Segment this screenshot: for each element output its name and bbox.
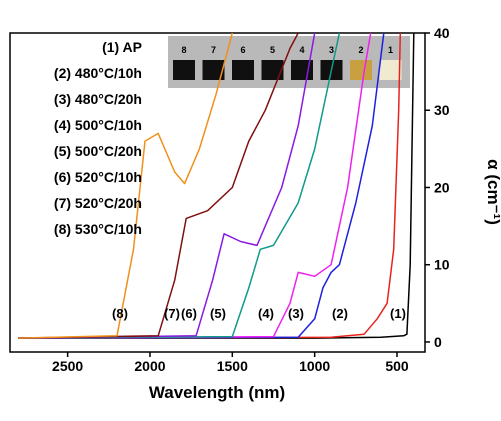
y-tick-label: 10 xyxy=(434,257,450,273)
legend-label: (5) 500°C/20h xyxy=(54,143,142,159)
plot-frame xyxy=(9,32,426,353)
inset-photo: 8 7 6 5 4 3 2 1 xyxy=(168,36,410,88)
legend-label: (3) 480°C/20h xyxy=(54,91,142,107)
series-line xyxy=(18,33,372,339)
inset-sample xyxy=(173,60,195,80)
x-tick-label: 1000 xyxy=(299,358,330,374)
legend-label: (8) 530°C/10h xyxy=(54,221,142,237)
inset-label: 8 xyxy=(181,45,186,55)
y-tick-label: 0 xyxy=(434,334,442,350)
inset-label: 6 xyxy=(240,45,245,55)
curve-label: (1) xyxy=(390,306,406,321)
curve-label: (3) xyxy=(288,306,304,321)
inset-label: 4 xyxy=(299,45,304,55)
inset-label: 5 xyxy=(270,45,275,55)
x-tick-label: 2500 xyxy=(52,358,83,374)
curve-label: (5) xyxy=(210,306,226,321)
series-line xyxy=(18,33,341,339)
series-line xyxy=(18,33,234,339)
series-line xyxy=(18,33,402,339)
legend-label: (1) AP xyxy=(102,39,142,55)
y-tick-label: 30 xyxy=(434,102,450,118)
curve-label: (4) xyxy=(258,306,274,321)
legend-label: (4) 500°C/10h xyxy=(54,117,142,133)
inset-label: 3 xyxy=(329,45,334,55)
inset-sample xyxy=(232,60,254,80)
y-axis-title: α (cm⁻¹) xyxy=(484,159,501,225)
legend-label: (6) 520°C/10h xyxy=(54,169,142,185)
curve-label: (8) xyxy=(112,306,128,321)
inset-sample xyxy=(350,60,372,80)
x-tick-label: 2000 xyxy=(134,358,165,374)
inset-label: 1 xyxy=(388,45,393,55)
series-line xyxy=(18,33,316,339)
curve-label: (7) xyxy=(164,306,180,321)
x-axis-title: Wavelength (nm) xyxy=(149,383,285,402)
y-tick-label: 20 xyxy=(434,179,450,195)
x-tick-label: 1500 xyxy=(217,358,248,374)
curve-label: (6) xyxy=(181,306,197,321)
legend-label: (2) 480°C/10h xyxy=(54,65,142,81)
inset-sample xyxy=(379,60,402,80)
y-tick-label: 40 xyxy=(434,25,450,41)
series-line xyxy=(18,33,385,339)
inset-label: 2 xyxy=(358,45,363,55)
series-line xyxy=(18,33,299,339)
curve-label: (2) xyxy=(332,306,348,321)
inset-sample xyxy=(202,60,225,80)
inset-label: 7 xyxy=(211,45,216,55)
inset-sample xyxy=(261,60,284,80)
legend-label: (7) 520°C/20h xyxy=(54,195,142,211)
plot-lines xyxy=(18,33,415,339)
x-tick-label: 500 xyxy=(385,358,409,374)
